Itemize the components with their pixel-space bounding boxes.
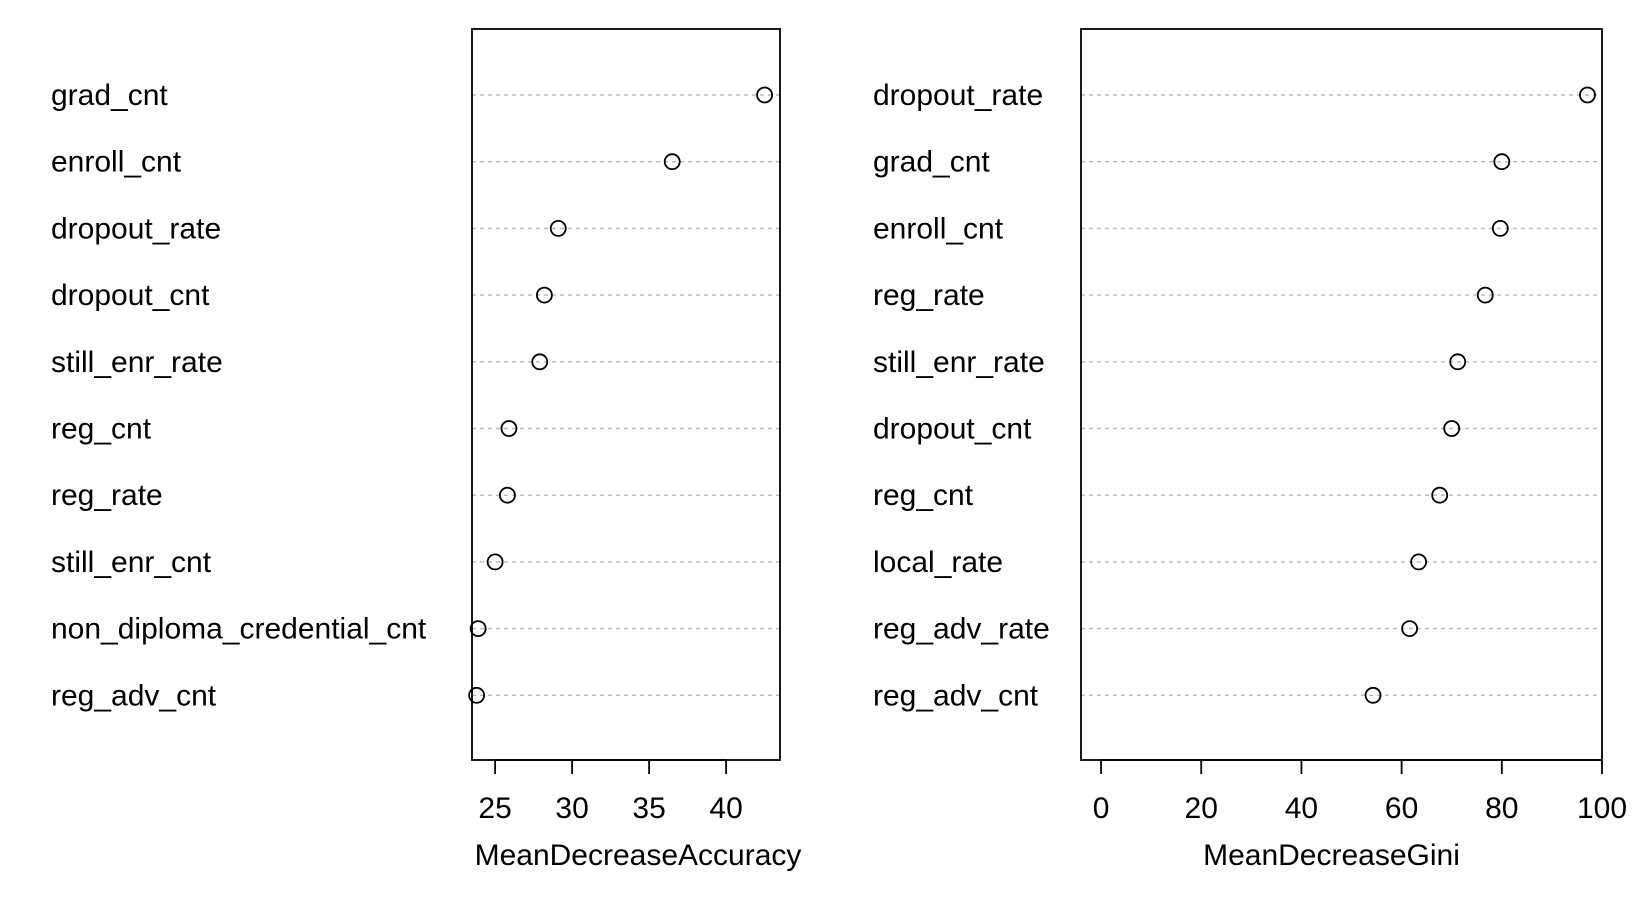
plot-frame (471, 28, 781, 761)
row-label: local_rate (873, 546, 1003, 579)
row-label: reg_adv_cnt (873, 679, 1039, 712)
panel-1: grad_cnt enroll_cnt dropout_rate dropout_cn… (51, 28, 802, 872)
row-label: enroll_cnt (873, 212, 1004, 245)
row-label: still_enr_rate (873, 346, 1045, 379)
x-tick-label: 25 (478, 792, 511, 825)
data-point (1443, 420, 1461, 437)
data-point (1364, 686, 1382, 704)
row-label: grad_cnt (873, 146, 990, 179)
plot-frame (1080, 28, 1603, 761)
data-point (1449, 353, 1467, 371)
x-tick-label: 40 (709, 792, 742, 825)
x-tick-label: 20 (1185, 792, 1218, 825)
data-point (535, 286, 553, 304)
row-label: grad_cnt (51, 79, 168, 112)
row-label: reg_cnt (51, 413, 152, 446)
row-label: dropout_rate (51, 212, 221, 245)
row-label: dropout_cnt (51, 279, 210, 312)
data-point (1476, 286, 1494, 304)
data-point (1579, 86, 1596, 104)
x-tick-label: 40 (1285, 792, 1318, 825)
x-axis-title: MeanDecreaseAccuracy (475, 839, 802, 872)
row-label: reg_cnt (873, 479, 974, 512)
data-point (469, 620, 487, 637)
x-tick-label: 0 (1093, 792, 1110, 825)
row-label: still_enr_rate (51, 346, 223, 379)
row-label: dropout_cnt (873, 413, 1032, 446)
data-point (1401, 620, 1419, 637)
row-label: reg_rate (873, 279, 985, 312)
row-label: still_enr_cnt (51, 546, 212, 579)
data-point (468, 686, 486, 704)
row-label: enroll_cnt (51, 146, 182, 179)
x-tick-label: 60 (1385, 792, 1418, 825)
data-point (549, 219, 567, 237)
x-tick-label: 30 (555, 792, 588, 825)
data-point (500, 420, 518, 437)
row-label: dropout_rate (873, 79, 1043, 112)
data-point (1410, 553, 1428, 571)
data-point (486, 553, 504, 571)
data-point (531, 353, 549, 371)
data-point (1493, 153, 1511, 171)
x-tick-label: 35 (632, 792, 665, 825)
row-label: reg_adv_cnt (51, 679, 217, 712)
panel-2: dropout_rate grad_cnt enroll_cnt reg_ratest… (873, 28, 1627, 872)
data-point (499, 486, 516, 504)
row-label: reg_adv_rate (873, 613, 1050, 646)
row-label: non_diploma_credential_cnt (51, 613, 427, 646)
data-point (1431, 486, 1449, 504)
x-axis-title: MeanDecreaseGini (1203, 839, 1460, 872)
x-tick-label: 100 (1577, 792, 1627, 825)
data-point (663, 153, 681, 171)
x-tick-label: 80 (1485, 792, 1518, 825)
data-point (1491, 219, 1509, 237)
row-label: reg_rate (51, 479, 163, 512)
data-point (756, 86, 773, 104)
